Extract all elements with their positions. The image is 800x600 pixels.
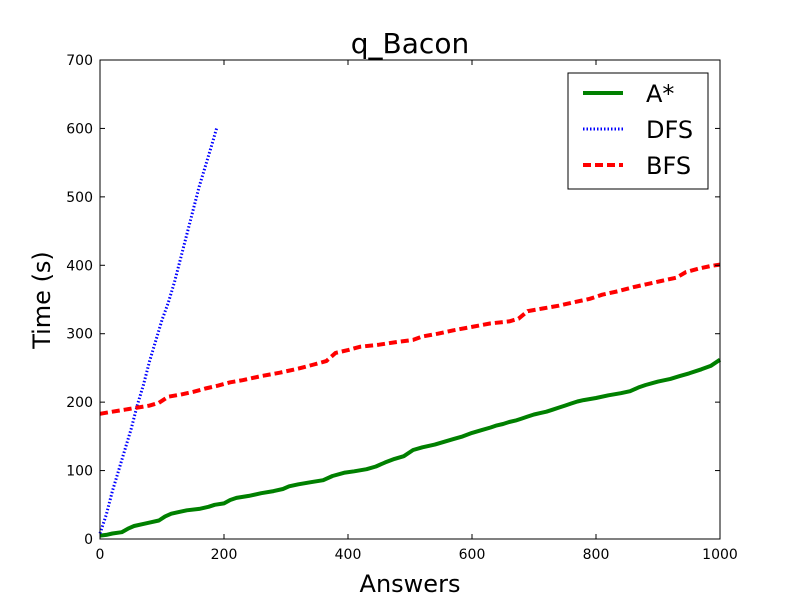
- plot-frame: [99, 59, 721, 540]
- axis-ticks: 0 200 400 600 800 1000 0 100 200 300 400 500 600 700: [66, 53, 738, 563]
- x-tick-label: 0: [96, 547, 105, 563]
- series-line-dfs: [98, 127, 219, 534]
- legend-label-bfs: BFS: [646, 152, 691, 180]
- y-tick-label: 500: [66, 190, 93, 206]
- y-tick-label: 100: [66, 464, 93, 480]
- x-tick-label: 1000: [702, 547, 738, 563]
- y-axis-label: Time (s): [28, 251, 56, 350]
- legend-label-dfs: DFS: [646, 116, 693, 144]
- x-tick-label: 800: [583, 547, 610, 563]
- legend: A* DFS BFS: [567, 72, 709, 190]
- chart-title: q_Bacon: [351, 27, 469, 60]
- plot-lines: [98, 127, 722, 538]
- y-tick-label: 400: [66, 258, 93, 274]
- y-tick-label: 0: [84, 532, 93, 548]
- y-tick-label: 600: [66, 121, 93, 137]
- series-line-a: [99, 358, 722, 538]
- y-tick-label: 700: [66, 53, 93, 69]
- x-tick-label: 200: [211, 547, 238, 563]
- x-tick-label: 600: [459, 547, 486, 563]
- y-tick-label: 300: [66, 327, 93, 343]
- y-tick-label: 200: [66, 395, 93, 411]
- x-axis-label: Answers: [360, 570, 461, 598]
- legend-label-a-star: A*: [646, 80, 674, 108]
- x-tick-label: 400: [335, 547, 362, 563]
- series-line-bfs: [99, 262, 721, 416]
